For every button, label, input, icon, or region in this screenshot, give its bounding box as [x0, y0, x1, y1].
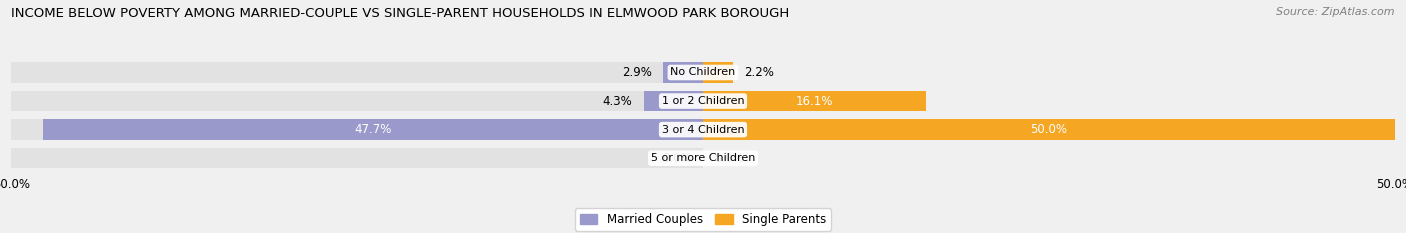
Text: 5 or more Children: 5 or more Children — [651, 153, 755, 163]
Bar — [703, 62, 734, 83]
Text: 3 or 4 Children: 3 or 4 Children — [662, 125, 744, 135]
Text: 4.3%: 4.3% — [603, 95, 633, 108]
Bar — [44, 119, 703, 140]
Bar — [662, 62, 703, 83]
Bar — [11, 148, 703, 168]
Text: Source: ZipAtlas.com: Source: ZipAtlas.com — [1277, 7, 1395, 17]
Text: 0.0%: 0.0% — [714, 152, 744, 165]
Bar — [11, 119, 703, 140]
Text: 47.7%: 47.7% — [354, 123, 392, 136]
Text: 50.0%: 50.0% — [1031, 123, 1067, 136]
Bar — [703, 119, 1395, 140]
Text: 16.1%: 16.1% — [796, 95, 834, 108]
Text: INCOME BELOW POVERTY AMONG MARRIED-COUPLE VS SINGLE-PARENT HOUSEHOLDS IN ELMWOOD: INCOME BELOW POVERTY AMONG MARRIED-COUPL… — [11, 7, 790, 20]
Text: 2.9%: 2.9% — [621, 66, 652, 79]
Text: 1 or 2 Children: 1 or 2 Children — [662, 96, 744, 106]
Legend: Married Couples, Single Parents: Married Couples, Single Parents — [575, 208, 831, 231]
Text: 2.2%: 2.2% — [745, 66, 775, 79]
Bar — [644, 91, 703, 111]
Bar — [11, 91, 703, 111]
Bar — [11, 62, 703, 83]
Text: 0.0%: 0.0% — [662, 152, 692, 165]
Bar — [703, 91, 925, 111]
Text: No Children: No Children — [671, 68, 735, 78]
